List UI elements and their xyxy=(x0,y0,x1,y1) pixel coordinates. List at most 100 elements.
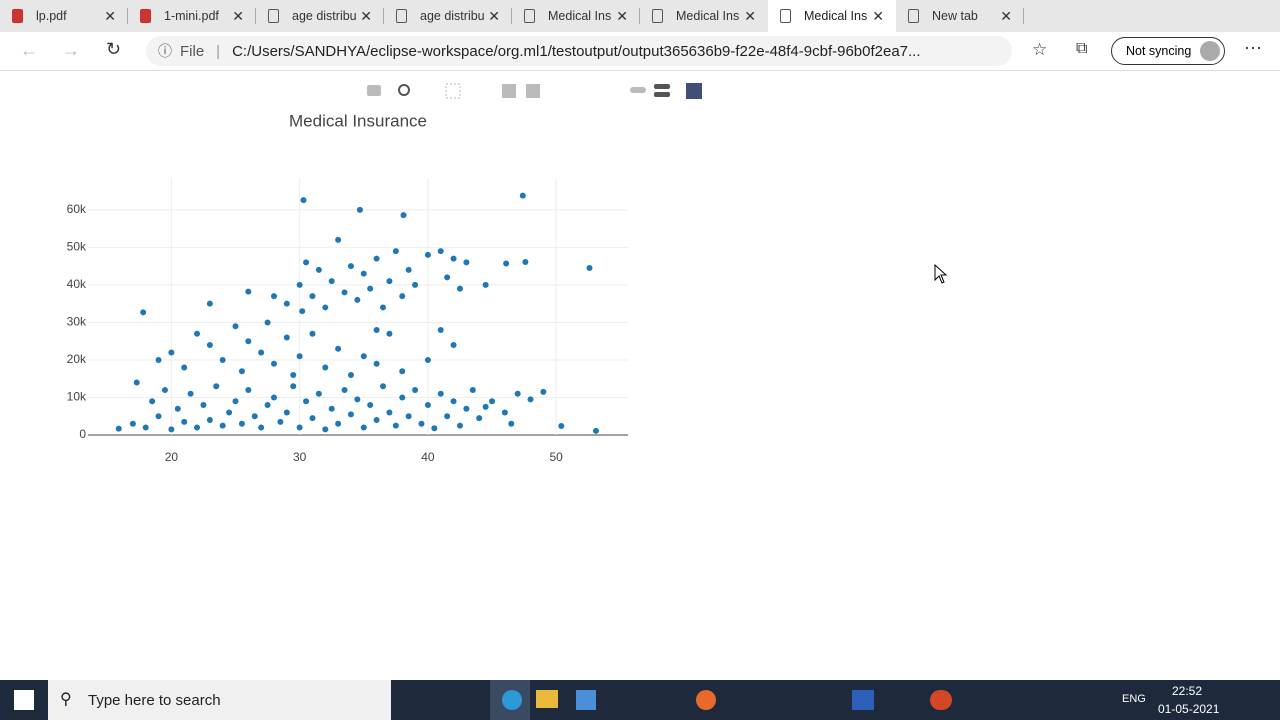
scatter-point xyxy=(226,409,233,416)
avatar xyxy=(1200,41,1220,61)
tab-icon xyxy=(140,9,151,23)
tab-separator xyxy=(1023,8,1024,24)
browser-tab[interactable]: Medical Ins ✕ xyxy=(512,0,640,32)
scatter-point xyxy=(309,330,316,337)
browser-tab[interactable]: age distribu ✕ xyxy=(384,0,512,32)
toolbar-icon[interactable] xyxy=(526,84,540,98)
favorites-button[interactable]: ☆ xyxy=(1032,40,1048,59)
x-tick-label: 30 xyxy=(293,450,307,464)
scatter-point xyxy=(335,345,342,352)
tab-title: Medical Ins xyxy=(676,9,740,23)
scatter-point xyxy=(232,398,239,405)
sync-label: Not syncing xyxy=(1126,44,1192,58)
app-icon[interactable] xyxy=(536,690,558,708)
browser-tab[interactable]: lp.pdf ✕ xyxy=(0,0,128,32)
scatter-point xyxy=(264,319,271,326)
scatter-point xyxy=(558,422,565,429)
collections-button[interactable]: ⧉ xyxy=(1076,40,1088,57)
scatter-point xyxy=(354,296,361,303)
scatter-point xyxy=(322,304,329,311)
tab-close[interactable]: ✕ xyxy=(616,8,628,24)
url-text: C:/Users/SANDHYA/eclipse-workspace/org.m… xyxy=(232,42,921,60)
tab-close[interactable]: ✕ xyxy=(872,8,884,24)
scatter-point xyxy=(450,341,457,348)
scatter-point xyxy=(133,379,140,386)
tab-close[interactable]: ✕ xyxy=(104,8,116,24)
url-box[interactable]: ⓘ File | C:/Users/SANDHYA/eclipse-worksp… xyxy=(146,36,1012,66)
scatter-point xyxy=(586,265,593,272)
toolbar-icon[interactable] xyxy=(398,84,410,96)
menu-button[interactable]: ⋯ xyxy=(1244,38,1262,58)
divider: | xyxy=(216,42,221,60)
scatter-point xyxy=(386,409,393,416)
tab-close[interactable]: ✕ xyxy=(488,8,500,24)
scatter-point xyxy=(194,424,201,431)
browser-tab[interactable]: Medical Ins ✕ xyxy=(640,0,768,32)
toolbar-icon[interactable] xyxy=(445,83,461,99)
scatter-point xyxy=(277,418,284,425)
info-icon: ⓘ xyxy=(158,43,172,59)
scatter-point xyxy=(283,334,290,341)
toolbar-icon[interactable] xyxy=(367,85,381,96)
reload-button[interactable]: ↻ xyxy=(106,39,122,59)
tab-title: lp.pdf xyxy=(36,9,67,23)
tab-icon xyxy=(396,9,407,23)
scatter-point xyxy=(527,396,534,403)
toolbar-icon[interactable] xyxy=(654,92,670,97)
scatter-point xyxy=(290,371,297,378)
app-icon[interactable] xyxy=(852,690,874,710)
toolbar-icon[interactable] xyxy=(654,84,670,89)
browser-tab[interactable]: age distribu ✕ xyxy=(256,0,384,32)
scatter-point xyxy=(360,353,367,360)
toolbar-icon[interactable] xyxy=(502,84,516,98)
scatter-point xyxy=(399,293,406,300)
start-button[interactable] xyxy=(14,690,34,710)
scatter-point xyxy=(373,416,380,423)
scatter-point xyxy=(347,411,354,418)
scatter-point xyxy=(380,383,387,390)
scatter-point xyxy=(322,426,329,433)
scatter-point xyxy=(219,356,226,363)
plot-toolbar xyxy=(367,83,702,99)
scatter-point xyxy=(303,398,310,405)
browser-tab[interactable]: Medical Ins ✕ xyxy=(768,0,896,32)
scatter-point xyxy=(367,285,374,292)
clock-time: 22:52 xyxy=(1172,684,1203,698)
toolbar-icon[interactable] xyxy=(630,87,646,93)
tab-close[interactable]: ✕ xyxy=(232,8,244,24)
scatter-point xyxy=(476,415,483,422)
scatter-point xyxy=(238,420,245,427)
search-placeholder: Type here to search xyxy=(88,691,221,709)
scatter-point xyxy=(140,309,147,316)
app-icon[interactable] xyxy=(576,690,596,710)
browser-tab[interactable]: 1-mini.pdf ✕ xyxy=(128,0,256,32)
tab-close[interactable]: ✕ xyxy=(360,8,372,24)
search-box[interactable]: ⚲ Type here to search xyxy=(48,680,391,720)
scatter-point xyxy=(347,263,354,270)
scheme-label: File xyxy=(180,42,205,60)
pinned-apps xyxy=(400,680,970,720)
scatter-point xyxy=(129,420,136,427)
tab-close[interactable]: ✕ xyxy=(1000,8,1012,24)
tab-close[interactable]: ✕ xyxy=(744,8,756,24)
scatter-point xyxy=(360,270,367,277)
scatter-point xyxy=(522,259,529,266)
scatter-point xyxy=(501,409,508,416)
scatter-point xyxy=(206,300,213,307)
scatter-point xyxy=(264,401,271,408)
scatter-point xyxy=(354,396,361,403)
scatter-point xyxy=(251,413,258,420)
forward-button[interactable]: → xyxy=(62,40,80,60)
y-tick-label: 40k xyxy=(67,277,87,291)
scatter-point xyxy=(155,413,162,420)
plotly-logo[interactable] xyxy=(686,83,702,99)
sync-button[interactable]: Not syncing xyxy=(1111,37,1225,65)
app-icon[interactable] xyxy=(696,690,716,710)
scatter-point xyxy=(335,420,342,427)
back-button[interactable]: ← xyxy=(20,40,38,60)
browser-tab[interactable]: New tab ✕ xyxy=(896,0,1024,32)
scatter-point xyxy=(405,413,412,420)
scatter-point xyxy=(463,405,470,412)
app-icon[interactable] xyxy=(930,690,952,710)
